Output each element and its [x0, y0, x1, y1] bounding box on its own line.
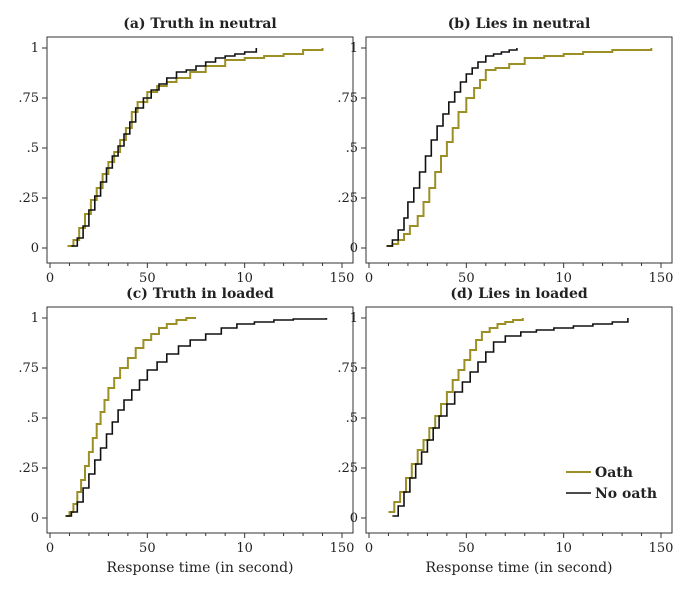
- y-tick-label: .75: [337, 361, 358, 376]
- y-tick-label: 0: [31, 511, 39, 526]
- y-tick-label: .5: [27, 141, 39, 156]
- x-tick-label: 0: [46, 541, 54, 556]
- panel-frame: [365, 306, 673, 534]
- y-tick-label: 0: [350, 241, 358, 256]
- x-tick-label: 10: [236, 541, 253, 556]
- panel-title: (d) Lies in loaded: [450, 286, 588, 302]
- series-line-no-oath: [71, 48, 258, 247]
- y-tick-label: 1: [350, 41, 358, 56]
- x-tick-label: 10: [555, 541, 572, 556]
- y-tick-label: .75: [18, 91, 39, 106]
- series-line-no-oath: [386, 48, 518, 247]
- x-tick-label: 50: [458, 271, 475, 286]
- x-tick-label: 0: [46, 271, 54, 286]
- y-tick-label: .5: [27, 411, 39, 426]
- panel-title: (b) Lies in neutral: [448, 16, 591, 32]
- series-line-no-oath: [392, 318, 629, 517]
- x-tick-label: 150: [649, 271, 674, 286]
- x-axis-label: Response time (in second): [106, 560, 293, 576]
- panel-title: (c) Truth in loaded: [126, 286, 274, 302]
- x-tick-label: 0: [365, 271, 373, 286]
- panel-title: (a) Truth in neutral: [123, 16, 277, 32]
- x-tick-label: 150: [649, 541, 674, 556]
- panel-frame: [365, 36, 673, 264]
- y-tick-label: .5: [346, 141, 358, 156]
- y-tick-label: .25: [337, 461, 358, 476]
- x-tick-label: 150: [330, 271, 355, 286]
- series-line-no-oath: [65, 318, 328, 517]
- y-tick-label: .5: [346, 411, 358, 426]
- x-tick-label: 50: [139, 541, 156, 556]
- y-tick-label: 0: [31, 241, 39, 256]
- series-line-oath: [65, 317, 196, 517]
- y-tick-label: 1: [350, 311, 358, 326]
- x-tick-label: 0: [365, 541, 373, 556]
- y-tick-label: .25: [18, 191, 39, 206]
- y-tick-label: 0: [350, 511, 358, 526]
- series-line-oath: [67, 48, 324, 247]
- series-line-oath: [386, 48, 653, 247]
- legend-label: Oath: [595, 465, 633, 481]
- x-tick-label: 50: [458, 541, 475, 556]
- x-tick-label: 150: [330, 541, 355, 556]
- series-line-oath: [388, 318, 524, 513]
- x-tick-label: 50: [139, 271, 156, 286]
- panel-frame: [46, 306, 354, 534]
- x-tick-label: 10: [555, 271, 572, 286]
- y-tick-label: 1: [31, 311, 39, 326]
- y-tick-label: .75: [337, 91, 358, 106]
- y-tick-label: .25: [18, 461, 39, 476]
- y-tick-label: 1: [31, 41, 39, 56]
- legend: Oath No oath: [566, 465, 657, 502]
- y-tick-label: .25: [337, 191, 358, 206]
- x-axis-label: Response time (in second): [425, 560, 612, 576]
- legend-label: No oath: [595, 486, 657, 502]
- y-tick-label: .75: [18, 361, 39, 376]
- panel-frame: [46, 36, 354, 264]
- x-tick-label: 10: [236, 271, 253, 286]
